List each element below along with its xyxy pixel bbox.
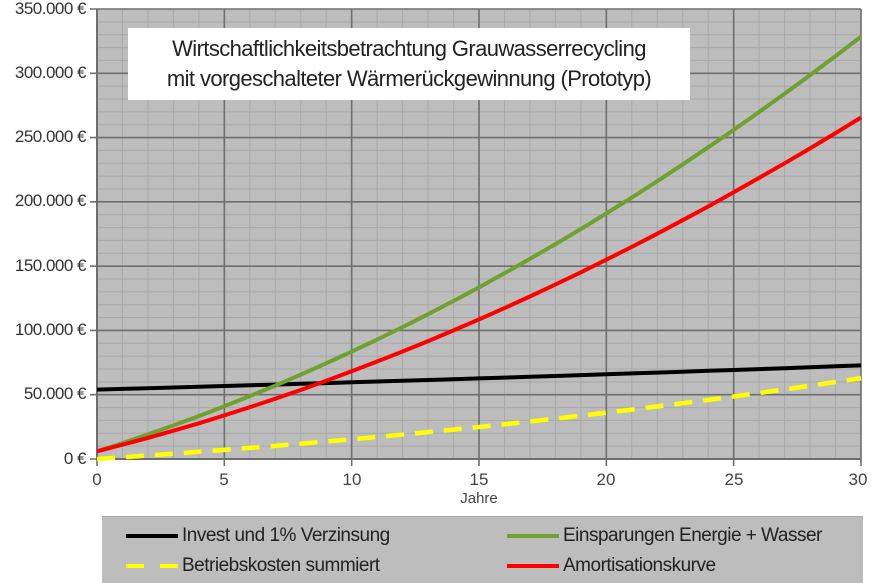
series-line (96, 35, 863, 454)
chart-title-line-2: mit vorgeschalteter Wärmerückgewinnung (… (166, 66, 652, 91)
x-tick-label: 25 (724, 470, 744, 489)
y-tick-label: 100.000 € (14, 320, 87, 339)
x-tick-label: 0 (92, 470, 102, 489)
x-axis-title: Jahre (460, 490, 498, 507)
legend-label: Einsparungen Energie + Wasser (563, 525, 822, 546)
chart-title: Wirtschaftlichkeitsbetrachtung Grauwasse… (128, 28, 690, 100)
y-tick-label: 150.000 € (14, 256, 87, 275)
x-tick-label: 10 (342, 470, 362, 489)
legend-item-invest: Invest und 1% Verzinsung (126, 525, 390, 547)
x-tick-label: 5 (219, 470, 229, 489)
series-line (96, 363, 862, 392)
y-tick-label: 200.000 € (14, 191, 87, 210)
legend-label: Invest und 1% Verzinsung (182, 525, 390, 546)
legend-item-amortisation: Amortisationskurve (507, 555, 716, 577)
legend-swatch-solid-red (507, 564, 559, 568)
legend-label: Amortisationskurve (563, 555, 716, 576)
legend: Invest und 1% Verzinsung Einsparungen En… (102, 516, 863, 583)
legend-item-einsparungen: Einsparungen Energie + Wasser (507, 525, 822, 547)
y-tick-label: 300.000 € (14, 63, 87, 82)
series-line (96, 375, 862, 462)
y-tick-label: 0 € (63, 449, 87, 468)
y-tick-label: 250.000 € (14, 127, 87, 146)
x-tick-label: 15 (469, 470, 489, 489)
legend-label: Betriebskosten summiert (182, 555, 380, 576)
x-tick-label: 30 (848, 470, 868, 489)
y-tick-label: 350.000 € (14, 0, 87, 18)
legend-item-betriebskosten: Betriebskosten summiert (126, 555, 380, 577)
legend-swatch-solid-black (126, 534, 178, 538)
chart-title-line-1: Wirtschaftlichkeitsbetrachtung Grauwasse… (172, 36, 646, 61)
series-line (96, 115, 863, 454)
legend-swatch-dashed-yellow (126, 564, 178, 568)
legend-swatch-solid-green (507, 534, 559, 538)
y-tick-label: 50.000 € (23, 384, 87, 403)
x-tick-label: 20 (596, 470, 616, 489)
